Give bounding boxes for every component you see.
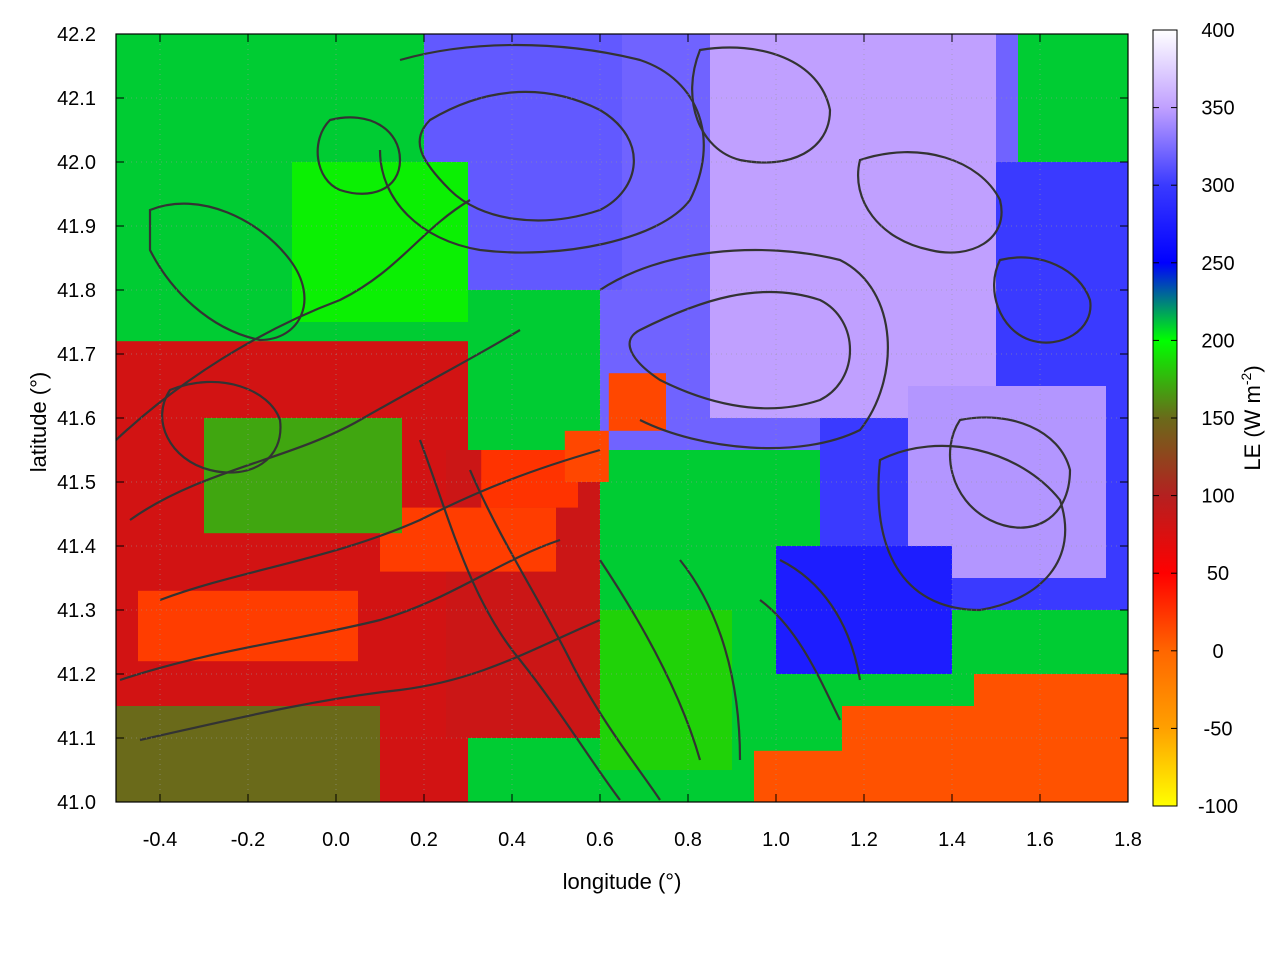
contour-line — [159, 448, 601, 602]
colorbar-tick-label: -100 — [1198, 796, 1238, 818]
x-tick-label: 0.2 — [410, 829, 438, 851]
contour-line — [759, 599, 841, 721]
x-tick-label: 0.0 — [322, 829, 350, 851]
y-tick-label: 41.6 — [57, 408, 96, 430]
x-tick-label: 0.8 — [674, 829, 702, 851]
heat-region — [138, 590, 358, 662]
contour-line — [691, 46, 832, 164]
contour-line — [877, 444, 1067, 612]
y-tick-label: 42.1 — [57, 88, 96, 110]
x-tick-label: -0.4 — [143, 829, 177, 851]
contour-line — [316, 116, 402, 195]
y-tick-label: 42.0 — [57, 152, 96, 174]
contour-line — [139, 618, 601, 742]
contour-line — [779, 559, 862, 681]
grid-lines — [116, 33, 1129, 803]
y-tick-label: 41.1 — [57, 728, 96, 750]
contour-line — [116, 199, 471, 441]
y-axis: 41.0 41.1 41.2 41.3 41.4 41.5 41.6 41.7 41.8 41.9… — [57, 24, 1128, 814]
colorbar-label-sup: -2 — [1238, 372, 1254, 385]
colorbar-tick-label: 300 — [1201, 175, 1234, 197]
contour-line — [378, 43, 705, 254]
heat-region — [204, 418, 402, 534]
y-tick-label: 42.2 — [57, 24, 96, 46]
heat-region — [292, 162, 468, 322]
x-axis: -0.4 -0.2 0.0 0.2 0.4 0.6 0.8 1.0 1.2 1.4 1.6 1.8 — [143, 34, 1142, 851]
colorbar-tick-label: 50 — [1207, 563, 1229, 585]
contour-line — [418, 439, 621, 801]
heat-region — [600, 610, 732, 770]
x-tick-label: 1.2 — [850, 829, 878, 851]
contour-lines — [116, 43, 1092, 801]
contour-line — [161, 380, 282, 474]
colorbar-label: LE (W m-2) — [1238, 365, 1265, 470]
contour-line — [993, 256, 1092, 344]
y-axis-label: latitude (°) — [26, 372, 51, 473]
contour-line — [948, 416, 1072, 529]
heat-region — [974, 674, 1128, 726]
colorbar-tick-label: 150 — [1201, 408, 1234, 430]
y-tick-label: 41.0 — [57, 792, 96, 814]
colorbar-tick-label: 350 — [1201, 98, 1234, 120]
colorbar-label-end: ) — [1240, 365, 1265, 372]
y-tick-label: 41.9 — [57, 216, 96, 238]
contour-line — [129, 329, 521, 521]
colorbar-tick-label: 200 — [1201, 330, 1234, 352]
heat-region — [608, 373, 666, 431]
colorbar-tick-label: 250 — [1201, 253, 1234, 275]
x-axis-label: longitude (°) — [563, 869, 682, 894]
contour-line — [628, 290, 851, 410]
y-tick-label: 41.5 — [57, 472, 96, 494]
contour-line — [599, 248, 889, 450]
colorbar-ticks: -100 -50 0 50 100 150 200 250 300 350 400 — [1153, 20, 1238, 818]
contour-line — [119, 538, 561, 682]
contour-line — [418, 90, 635, 222]
heat-region — [710, 34, 996, 418]
x-tick-label: 0.4 — [498, 829, 526, 851]
contour-line — [857, 151, 1003, 254]
y-tick-label: 41.7 — [57, 344, 96, 366]
heat-region — [564, 430, 609, 482]
contour-line — [468, 469, 661, 801]
heat-region — [481, 450, 578, 508]
y-tick-label: 41.4 — [57, 536, 96, 558]
contour-line — [148, 202, 306, 342]
x-tick-label: -0.2 — [231, 829, 265, 851]
colorbar-tick-label: 100 — [1201, 486, 1234, 508]
colorbar-tick-label: -50 — [1204, 718, 1233, 740]
colorbar-tick-label: 400 — [1201, 20, 1234, 42]
contour-line — [679, 559, 742, 761]
x-tick-label: 1.8 — [1114, 829, 1142, 851]
colorbar-label-main: LE (W m — [1240, 385, 1265, 471]
x-tick-label: 1.6 — [1026, 829, 1054, 851]
x-tick-label: 0.6 — [586, 829, 614, 851]
x-tick-label: 1.4 — [938, 829, 966, 851]
x-tick-label: 1.0 — [762, 829, 790, 851]
contour-line — [599, 559, 702, 761]
colorbar-tick-label: 0 — [1212, 641, 1223, 663]
y-tick-label: 41.2 — [57, 664, 96, 686]
heat-region — [380, 507, 556, 572]
y-tick-label: 41.8 — [57, 280, 96, 302]
y-tick-label: 41.3 — [57, 600, 96, 622]
